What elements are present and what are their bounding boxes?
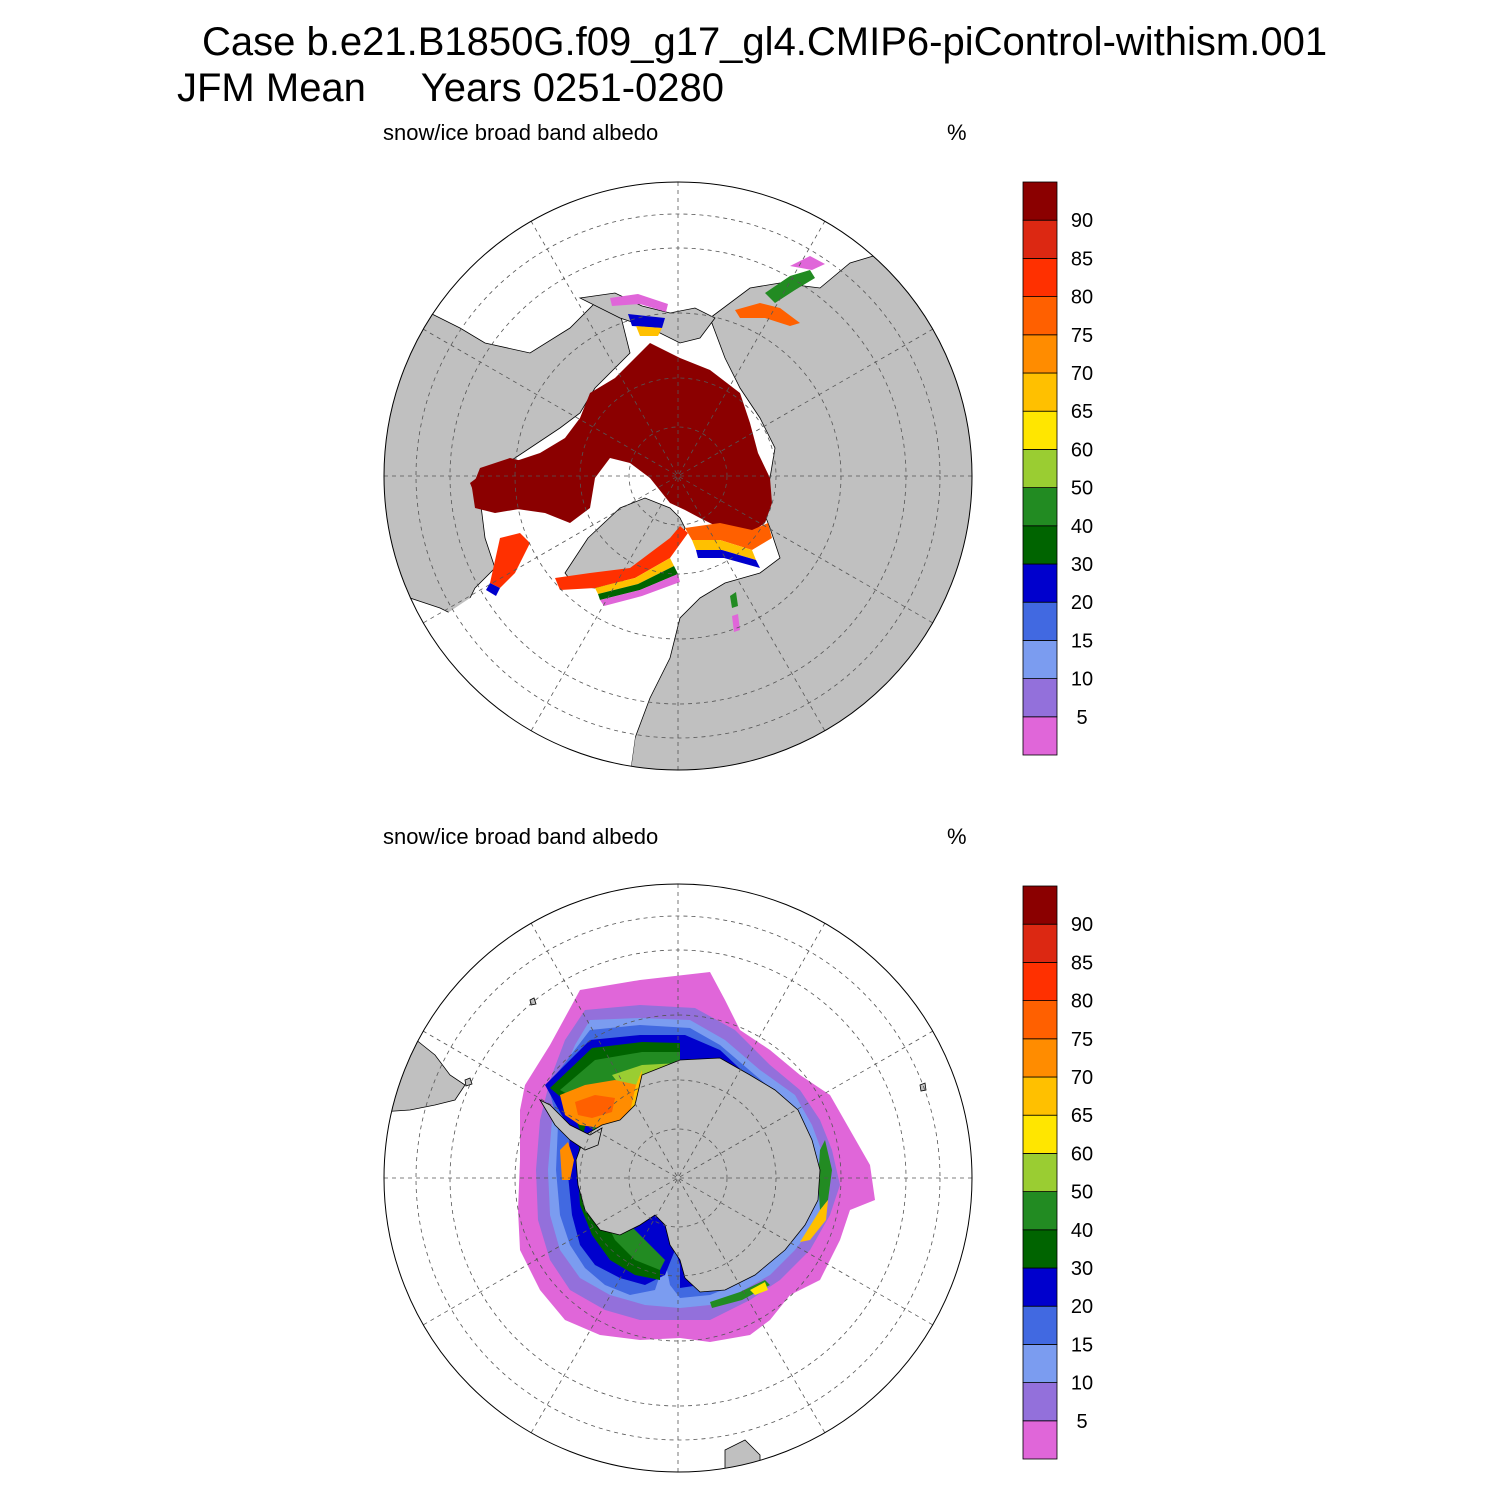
sh-colorbar-label: 85 [1071,952,1093,974]
nh-colorbar-label: 90 [1071,210,1093,232]
nh-colorbar-label: 70 [1071,363,1093,385]
sh-colorbar-box [1022,1038,1058,1078]
sh-colorbar-label: 75 [1071,1029,1093,1051]
nh-colorbar-box [1022,716,1058,756]
nh-colorbar-label: 65 [1071,401,1093,423]
nh-arctic-sea-ice [470,343,772,533]
nh-panel-unit: % [947,120,967,145]
sh-colorbar-box [1022,962,1058,1002]
nh-colorbar-box [1022,296,1058,336]
sh-colorbar-label: 70 [1071,1067,1093,1089]
nh-colorbar-label: 10 [1071,669,1093,691]
sh-colorbar-box [1022,1000,1058,1040]
sh-antarctic-peninsula-land [538,1099,603,1151]
sh-colorbar-label: 15 [1071,1334,1093,1356]
sh-colorbar-box [1022,1382,1058,1422]
nh-colorbar-label: 60 [1071,439,1093,461]
sh-colorbar-label: 90 [1071,914,1093,936]
sh-polar-map [383,883,973,1473]
sh-colorbar-label: 20 [1071,1296,1093,1318]
sh-colorbar-label: 80 [1071,991,1093,1013]
nh-colorbar-box [1022,258,1058,298]
nh-colorbar-box [1022,181,1058,221]
sh-colorbar-box [1022,1152,1058,1192]
sh-panel-unit: % [947,824,967,849]
sh-colorbar-box [1022,1076,1058,1116]
nh-colorbar-box [1022,448,1058,488]
sh-colorbar-box [1022,1191,1058,1231]
nh-colorbar-box [1022,525,1058,565]
nh-colorbar-label: 30 [1071,554,1093,576]
nh-colorbar-label: 20 [1071,592,1093,614]
sh-colorbar-label: 5 [1076,1411,1087,1433]
sh-colorbar-box [1022,1114,1058,1154]
sh-colorbar-box [1022,1267,1058,1307]
sh-colorbar-box [1022,1420,1058,1460]
sh-colorbar-label: 40 [1071,1220,1093,1242]
nh-colorbar-label: 85 [1071,248,1093,270]
sh-panel-label: snow/ice broad band albedo [383,824,659,849]
nh-colorbar-box [1022,334,1058,374]
nh-colorbar-box [1022,563,1058,603]
nh-colorbar-box [1022,639,1058,679]
nh-colorbar-label: 50 [1071,478,1093,500]
nh-eurasia-land [629,247,972,770]
sh-colorbar-box [1022,885,1058,925]
figure-title-case: Case b.e21.B1850G.f09_g17_gl4.CMIP6-piCo… [202,20,1328,64]
sh-colorbar-box [1022,1343,1058,1383]
nh-colorbar-box [1022,601,1058,641]
figure-title-period: JFM Mean Years 0251-0280 [177,66,724,110]
sh-colorbar: 5 10 15 20 30 40 50 60 65 70 75 80 85 90 [1022,885,1093,1460]
sh-colorbar-box [1022,1229,1058,1269]
nh-colorbar-label: 80 [1071,287,1093,309]
nh-colorbar-label: 40 [1071,516,1093,538]
nh-panel-label: snow/ice broad band albedo [383,120,659,145]
nh-hudson-bay-ice [472,458,535,513]
nh-colorbar-label: 75 [1071,325,1093,347]
sh-colorbar-label: 50 [1071,1182,1093,1204]
sh-colorbar-label: 30 [1071,1258,1093,1280]
nh-colorbar-label: 5 [1076,707,1087,729]
nh-colorbar: 5 10 15 20 30 40 50 60 65 70 75 80 85 90 [1022,181,1093,756]
sh-colorbar-box [1022,1305,1058,1345]
nh-colorbar-box [1022,487,1058,527]
nh-colorbar-box [1022,372,1058,412]
sh-colorbar-box [1022,923,1058,963]
sh-colorbar-label: 65 [1071,1105,1093,1127]
nh-colorbar-box [1022,678,1058,718]
nh-polar-map [383,181,973,771]
nh-colorbar-box [1022,410,1058,450]
sh-colorbar-label: 60 [1071,1143,1093,1165]
nh-colorbar-box [1022,219,1058,259]
sh-colorbar-label: 10 [1071,1373,1093,1395]
nh-colorbar-label: 15 [1071,630,1093,652]
